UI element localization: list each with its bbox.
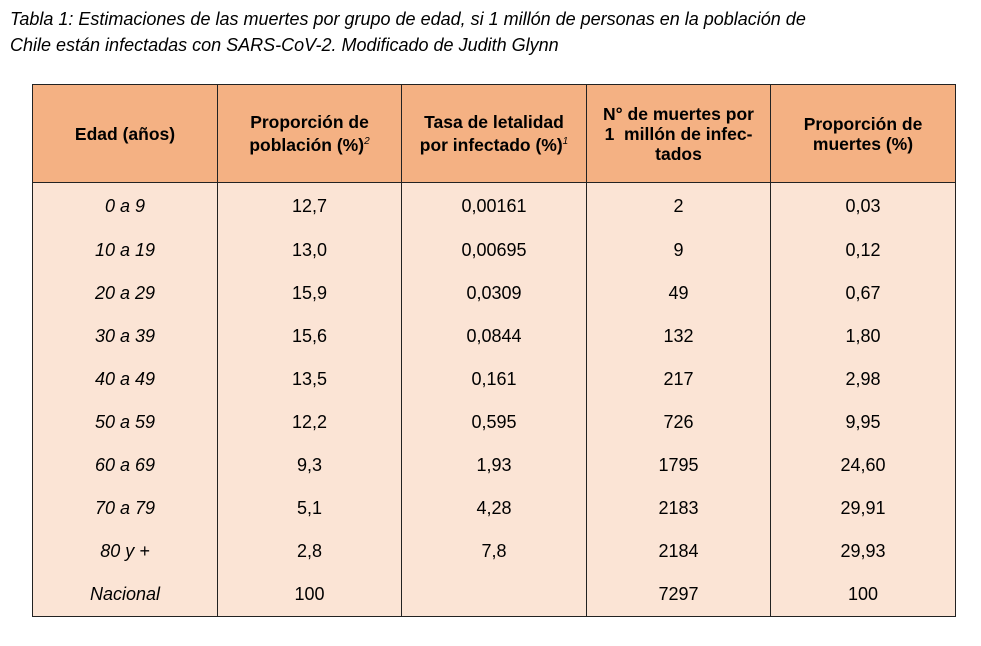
header-row: Edad (años) Proporción de población (%)2… <box>32 84 956 183</box>
cell-age: Nacional <box>32 573 218 617</box>
cell-age: 0 a 9 <box>32 182 218 229</box>
cell-deaths: 2184 <box>586 530 771 573</box>
header-deaths-line1: N° de muertes por <box>603 103 754 124</box>
cell-population: 12,2 <box>217 401 402 444</box>
cell-death-share: 9,95 <box>770 401 956 444</box>
cell-population: 100 <box>217 573 402 617</box>
cell-death-share: 24,60 <box>770 444 956 487</box>
cell-population: 15,9 <box>217 272 402 315</box>
table-row: 30 a 39 15,6 0,0844 132 1,80 <box>32 315 956 358</box>
cell-lethality: 0,0309 <box>401 272 587 315</box>
cell-deaths: 7297 <box>586 573 771 617</box>
cell-population: 12,7 <box>217 182 402 229</box>
table-row: 40 a 49 13,5 0,161 217 2,98 <box>32 358 956 401</box>
cell-deaths: 1795 <box>586 444 771 487</box>
cell-deaths: 49 <box>586 272 771 315</box>
cell-population: 5,1 <box>217 487 402 530</box>
cell-lethality <box>401 573 587 617</box>
table-row: 80 y + 2,8 7,8 2184 29,93 <box>32 530 956 573</box>
header-population-line1: Proporción de <box>250 112 369 133</box>
cell-death-share: 0,12 <box>770 229 956 272</box>
caption-line-2: Chile están infectadas con SARS-CoV-2. M… <box>10 35 559 55</box>
cell-age: 70 a 79 <box>32 487 218 530</box>
cell-lethality: 0,161 <box>401 358 587 401</box>
cell-population: 15,6 <box>217 315 402 358</box>
cell-lethality: 4,28 <box>401 487 587 530</box>
table-row: 0 a 9 12,7 0,00161 2 0,03 <box>32 182 956 229</box>
cell-population: 9,3 <box>217 444 402 487</box>
cell-death-share: 29,93 <box>770 530 956 573</box>
table-row-total: Nacional 100 7297 100 <box>32 573 956 617</box>
caption-line-1: Tabla 1: Estimaciones de las muertes por… <box>10 9 806 29</box>
header-age: Edad (años) <box>32 84 218 183</box>
cell-population: 2,8 <box>217 530 402 573</box>
table-caption: Tabla 1: Estimaciones de las muertes por… <box>10 6 950 58</box>
table-row: 70 a 79 5,1 4,28 2183 29,91 <box>32 487 956 530</box>
cell-deaths: 2183 <box>586 487 771 530</box>
header-lethality-line2: por infectado (%) <box>419 134 563 155</box>
header-deaths-line2: 1 millón de infec- <box>604 123 753 144</box>
header-death-share: Proporción de muertes (%) <box>770 84 956 183</box>
footnote-marker-2: 2 <box>364 136 370 148</box>
cell-population: 13,5 <box>217 358 402 401</box>
cell-deaths: 9 <box>586 229 771 272</box>
table-row: 10 a 19 13,0 0,00695 9 0,12 <box>32 229 956 272</box>
cell-age: 20 a 29 <box>32 272 218 315</box>
cell-lethality: 1,93 <box>401 444 587 487</box>
header-death-share-line2: muertes (%) <box>812 133 914 154</box>
mortality-table: Edad (años) Proporción de población (%)2… <box>32 84 956 617</box>
cell-age: 60 a 69 <box>32 444 218 487</box>
cell-death-share: 1,80 <box>770 315 956 358</box>
cell-lethality: 7,8 <box>401 530 587 573</box>
header-deaths-line3: tados <box>655 143 702 164</box>
header-deaths: N° de muertes por 1 millón de infec- tad… <box>586 84 771 183</box>
cell-death-share: 29,91 <box>770 487 956 530</box>
table-row: 20 a 29 15,9 0,0309 49 0,67 <box>32 272 956 315</box>
header-population: Proporción de población (%)2 <box>217 84 402 183</box>
cell-death-share: 0,03 <box>770 182 956 229</box>
cell-deaths: 217 <box>586 358 771 401</box>
table-header: Edad (años) Proporción de población (%)2… <box>32 84 956 183</box>
cell-age: 80 y + <box>32 530 218 573</box>
cell-death-share: 2,98 <box>770 358 956 401</box>
header-lethality-line1: Tasa de letalidad <box>424 112 564 133</box>
table-row: 60 a 69 9,3 1,93 1795 24,60 <box>32 444 956 487</box>
cell-deaths: 132 <box>586 315 771 358</box>
cell-deaths: 726 <box>586 401 771 444</box>
cell-deaths: 2 <box>586 182 771 229</box>
cell-age: 50 a 59 <box>32 401 218 444</box>
cell-death-share: 0,67 <box>770 272 956 315</box>
header-lethality: Tasa de letalidad por infectado (%)1 <box>401 84 587 183</box>
header-population-line2: población (%) <box>249 134 365 155</box>
cell-lethality: 0,595 <box>401 401 587 444</box>
cell-age: 30 a 39 <box>32 315 218 358</box>
table-body: 0 a 9 12,7 0,00161 2 0,03 10 a 19 13,0 0… <box>32 182 956 617</box>
table-row: 50 a 59 12,2 0,595 726 9,95 <box>32 401 956 444</box>
cell-lethality: 0,00161 <box>401 182 587 229</box>
cell-age: 40 a 49 <box>32 358 218 401</box>
header-age-text: Edad (años) <box>74 123 176 144</box>
cell-lethality: 0,0844 <box>401 315 587 358</box>
footnote-marker-1: 1 <box>562 136 569 148</box>
cell-death-share: 100 <box>770 573 956 617</box>
cell-population: 13,0 <box>217 229 402 272</box>
cell-lethality: 0,00695 <box>401 229 587 272</box>
cell-age: 10 a 19 <box>32 229 218 272</box>
header-death-share-line1: Proporción de <box>803 113 923 134</box>
